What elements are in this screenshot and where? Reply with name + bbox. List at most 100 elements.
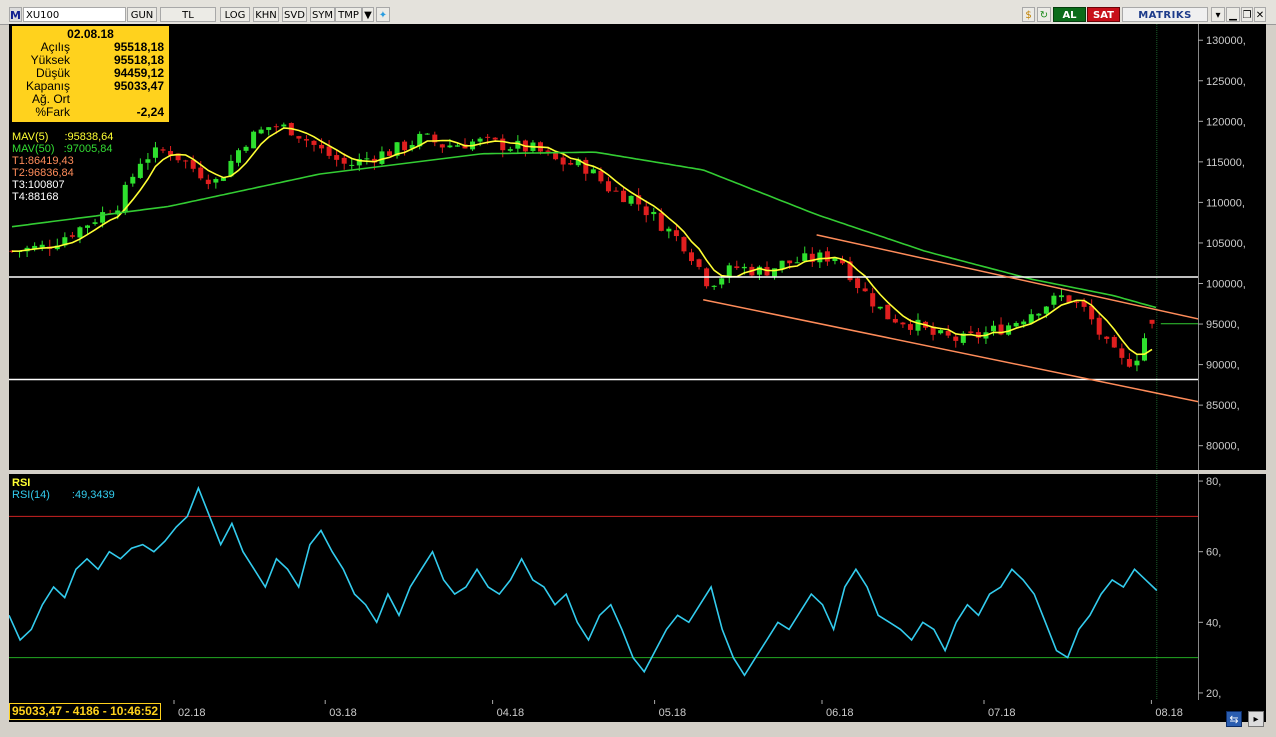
candle-body xyxy=(711,285,717,287)
candle-body xyxy=(1134,360,1140,366)
time-tick-label: 08.18 xyxy=(1155,707,1183,719)
price-y-axis-svg: 80000, 85000, 90000, 95000, 100000, 105000, 11… xyxy=(1198,24,1246,470)
candle-body xyxy=(1036,313,1042,316)
candle-body xyxy=(1104,336,1110,339)
candle-body xyxy=(439,144,445,148)
khn-button[interactable]: KHN xyxy=(253,7,279,22)
candle-body xyxy=(726,265,732,278)
mav50-line xyxy=(11,151,1157,309)
candle-body xyxy=(183,160,189,162)
info-row-high: Yüksek 95518,18 xyxy=(30,53,164,67)
legend-t2[interactable]: T2:96836,84 xyxy=(12,167,74,179)
candle-body xyxy=(402,141,408,151)
matriks-logo-button[interactable]: M xyxy=(9,7,22,22)
price-y-axis[interactable]: 80000, 85000, 90000, 95000, 100000, 105000, 11… xyxy=(1198,24,1266,470)
candle-body xyxy=(870,293,876,307)
tmp-button[interactable]: TMP xyxy=(335,7,362,22)
dollar-icon[interactable]: $ xyxy=(1022,7,1035,22)
twitter-icon[interactable]: ✦ xyxy=(376,7,390,22)
candle-body xyxy=(100,212,106,223)
sell-button[interactable]: SAT xyxy=(1087,7,1120,22)
log-button[interactable]: LOG xyxy=(220,7,250,22)
legend-mav50[interactable]: MAV(50):97005,84 xyxy=(12,143,113,155)
rsi-y-axis[interactable]: 20, 40, 60, 80, xyxy=(1198,474,1266,700)
price-tick-label: 95000, xyxy=(1206,319,1240,331)
candle-body xyxy=(840,259,845,264)
candle-body xyxy=(205,179,211,185)
legend-t4[interactable]: T4:88168 xyxy=(12,191,59,203)
symbol-input[interactable]: XU100 xyxy=(23,7,126,22)
candle-body xyxy=(454,145,460,147)
rsi-tick-label: 20, xyxy=(1206,688,1221,700)
pane-separator[interactable] xyxy=(9,470,1266,474)
candle-body xyxy=(1028,314,1034,324)
candle-body xyxy=(1066,295,1072,303)
info-row-average: Ağ. Ort xyxy=(31,92,70,106)
info-row-low: Düşük 94459,12 xyxy=(35,66,164,80)
price-chart[interactable] xyxy=(9,24,1198,470)
candle-body xyxy=(1021,321,1027,325)
candle-body xyxy=(1119,348,1125,358)
sync-icon[interactable]: ⇆ xyxy=(1226,711,1242,727)
time-tick-label: 02.18 xyxy=(178,707,206,719)
restore-icon[interactable]: ❐ xyxy=(1241,7,1253,22)
candle-body xyxy=(424,133,430,135)
candle-body xyxy=(39,244,45,248)
candle-body xyxy=(190,159,196,169)
refresh-icon[interactable]: ↻ xyxy=(1037,7,1051,22)
price-tick-label: 130000, xyxy=(1206,35,1246,47)
candle-body xyxy=(945,330,951,336)
scroll-end-icon[interactable]: ▸ xyxy=(1248,711,1264,727)
rsi-chart[interactable] xyxy=(9,474,1198,700)
candle-body xyxy=(500,138,506,151)
candle-body xyxy=(319,144,325,149)
minimize-icon[interactable]: ▁ xyxy=(1226,7,1240,22)
candle-body xyxy=(160,149,166,151)
candle-body xyxy=(32,245,38,250)
candle-body xyxy=(145,159,151,163)
info-row-open: Açılış 95518,18 xyxy=(40,40,164,54)
price-tick-label: 105000, xyxy=(1206,238,1246,250)
time-axis[interactable]: 02.18 03.18 04.18 05.18 06.18 07.18 08.18 xyxy=(9,700,1266,722)
legend-mav5[interactable]: MAV(5):95838,64 xyxy=(12,131,114,143)
indicator-legend: MAV(5):95838,64 MAV(50):97005,84 T1:8641… xyxy=(12,131,113,203)
currency-button[interactable]: TL xyxy=(160,7,216,22)
close-icon[interactable]: ✕ xyxy=(1254,7,1266,22)
candle-body xyxy=(900,322,906,325)
candle-body xyxy=(349,164,355,166)
sym-button[interactable]: SYM xyxy=(310,7,335,22)
candle-body xyxy=(772,268,778,277)
rsi-chart-svg xyxy=(9,474,1198,700)
candle-body xyxy=(1142,338,1147,361)
candle-body xyxy=(1096,317,1102,335)
candle-body xyxy=(741,266,747,269)
candle-body xyxy=(613,190,619,192)
settings-icon[interactable]: ▾ xyxy=(1211,7,1225,22)
period-button[interactable]: GUN xyxy=(127,7,157,22)
candle-body xyxy=(152,147,158,158)
ohlc-info-box: 02.08.18 Açılış 95518,18 Yüksek 95518,18 D… xyxy=(12,26,169,122)
candle-body xyxy=(266,127,272,130)
candle-body xyxy=(1006,325,1012,335)
price-tick-label: 80000, xyxy=(1206,441,1240,453)
candle-body xyxy=(636,195,642,205)
candle-body xyxy=(643,206,649,216)
toolbar: M XU100 GUN TL LOG KHN SVD SYM TMP ▼ ✦ $… xyxy=(0,0,1276,25)
candle-body xyxy=(658,212,664,231)
candle-body xyxy=(545,150,551,152)
candle-body xyxy=(915,319,921,331)
svd-button[interactable]: SVD xyxy=(282,7,307,22)
dropdown-icon[interactable]: ▼ xyxy=(362,7,374,22)
candle-body xyxy=(1051,295,1057,305)
candle-body xyxy=(832,257,838,262)
candle-body xyxy=(794,262,800,264)
candle-body xyxy=(341,157,347,164)
candle-body xyxy=(228,160,234,177)
legend-t1[interactable]: T1:86419,43 xyxy=(12,155,74,167)
legend-t3[interactable]: T3:100807 xyxy=(12,179,65,191)
candle-body xyxy=(394,142,400,156)
legend-rsi14[interactable]: RSI(14):49,3439 xyxy=(12,489,115,501)
buy-button[interactable]: AL xyxy=(1053,7,1086,22)
candle-body xyxy=(734,266,740,268)
candle-body xyxy=(175,153,181,161)
